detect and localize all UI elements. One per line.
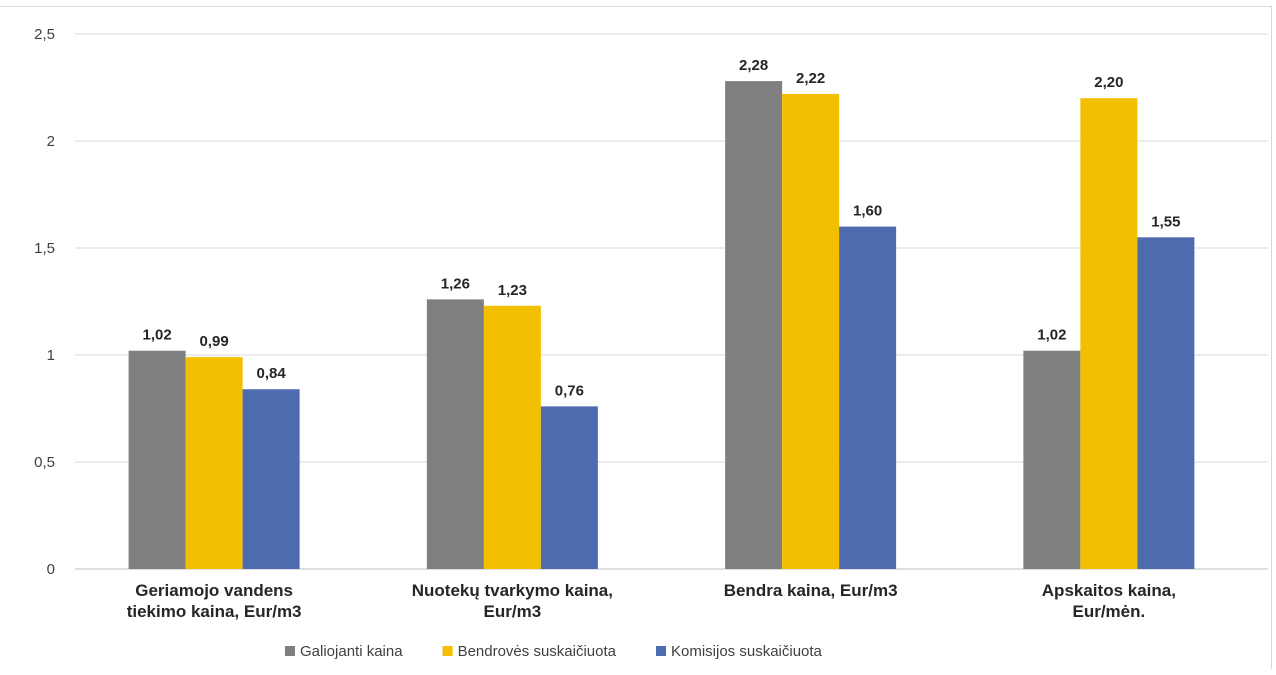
bar xyxy=(242,389,300,569)
frame-right-border xyxy=(1271,6,1272,669)
x-tick-label: Apskaitos kaina, xyxy=(1042,581,1176,600)
bar xyxy=(128,350,186,569)
data-label: 1,26 xyxy=(441,275,470,292)
bar xyxy=(540,406,598,569)
x-tick-label: Eur/m3 xyxy=(484,602,542,621)
y-tick-label: 0 xyxy=(47,561,55,578)
legend-swatch xyxy=(285,646,295,656)
x-tick-label: Bendra kaina, Eur/m3 xyxy=(724,581,898,600)
legend-label: Komisijos suskaičiuota xyxy=(671,643,823,660)
bar xyxy=(1023,350,1081,569)
bar xyxy=(1137,237,1195,570)
data-label: 1,02 xyxy=(1037,327,1066,344)
bar xyxy=(1080,98,1138,569)
x-tick-label: Eur/mėn. xyxy=(1073,602,1146,621)
x-tick-label: tiekimo kaina, Eur/m3 xyxy=(127,602,302,621)
bar xyxy=(782,93,840,570)
legend-swatch xyxy=(656,646,666,656)
data-label: 0,84 xyxy=(257,365,287,382)
bar xyxy=(839,226,897,569)
legend-label: Galiojanti kaina xyxy=(300,643,403,660)
bar xyxy=(483,305,541,569)
bar xyxy=(426,299,484,569)
y-tick-label: 1 xyxy=(47,347,55,364)
legend-swatch xyxy=(442,646,453,656)
data-label: 1,55 xyxy=(1151,213,1180,230)
y-tick-label: 0,5 xyxy=(34,454,55,471)
data-label: 1,02 xyxy=(143,327,172,344)
data-label: 2,20 xyxy=(1094,74,1123,91)
frame-top-border xyxy=(0,6,1272,7)
x-tick-label: Geriamojo vandens xyxy=(135,581,293,600)
data-label: 0,99 xyxy=(200,333,229,350)
y-tick-label: 1,5 xyxy=(34,240,55,257)
data-label: 2,28 xyxy=(739,57,768,74)
data-label: 1,23 xyxy=(498,282,527,299)
legend-label: Bendrovės suskaičiuota xyxy=(458,643,617,660)
x-tick-label: Nuotekų tvarkymo kaina, xyxy=(412,581,613,600)
bar xyxy=(185,357,243,569)
data-label: 2,22 xyxy=(796,70,825,87)
y-tick-label: 2 xyxy=(47,133,55,150)
data-label: 1,60 xyxy=(853,203,882,220)
bar xyxy=(725,81,783,569)
y-tick-label: 2,5 xyxy=(34,26,55,43)
data-label: 0,76 xyxy=(555,382,584,399)
